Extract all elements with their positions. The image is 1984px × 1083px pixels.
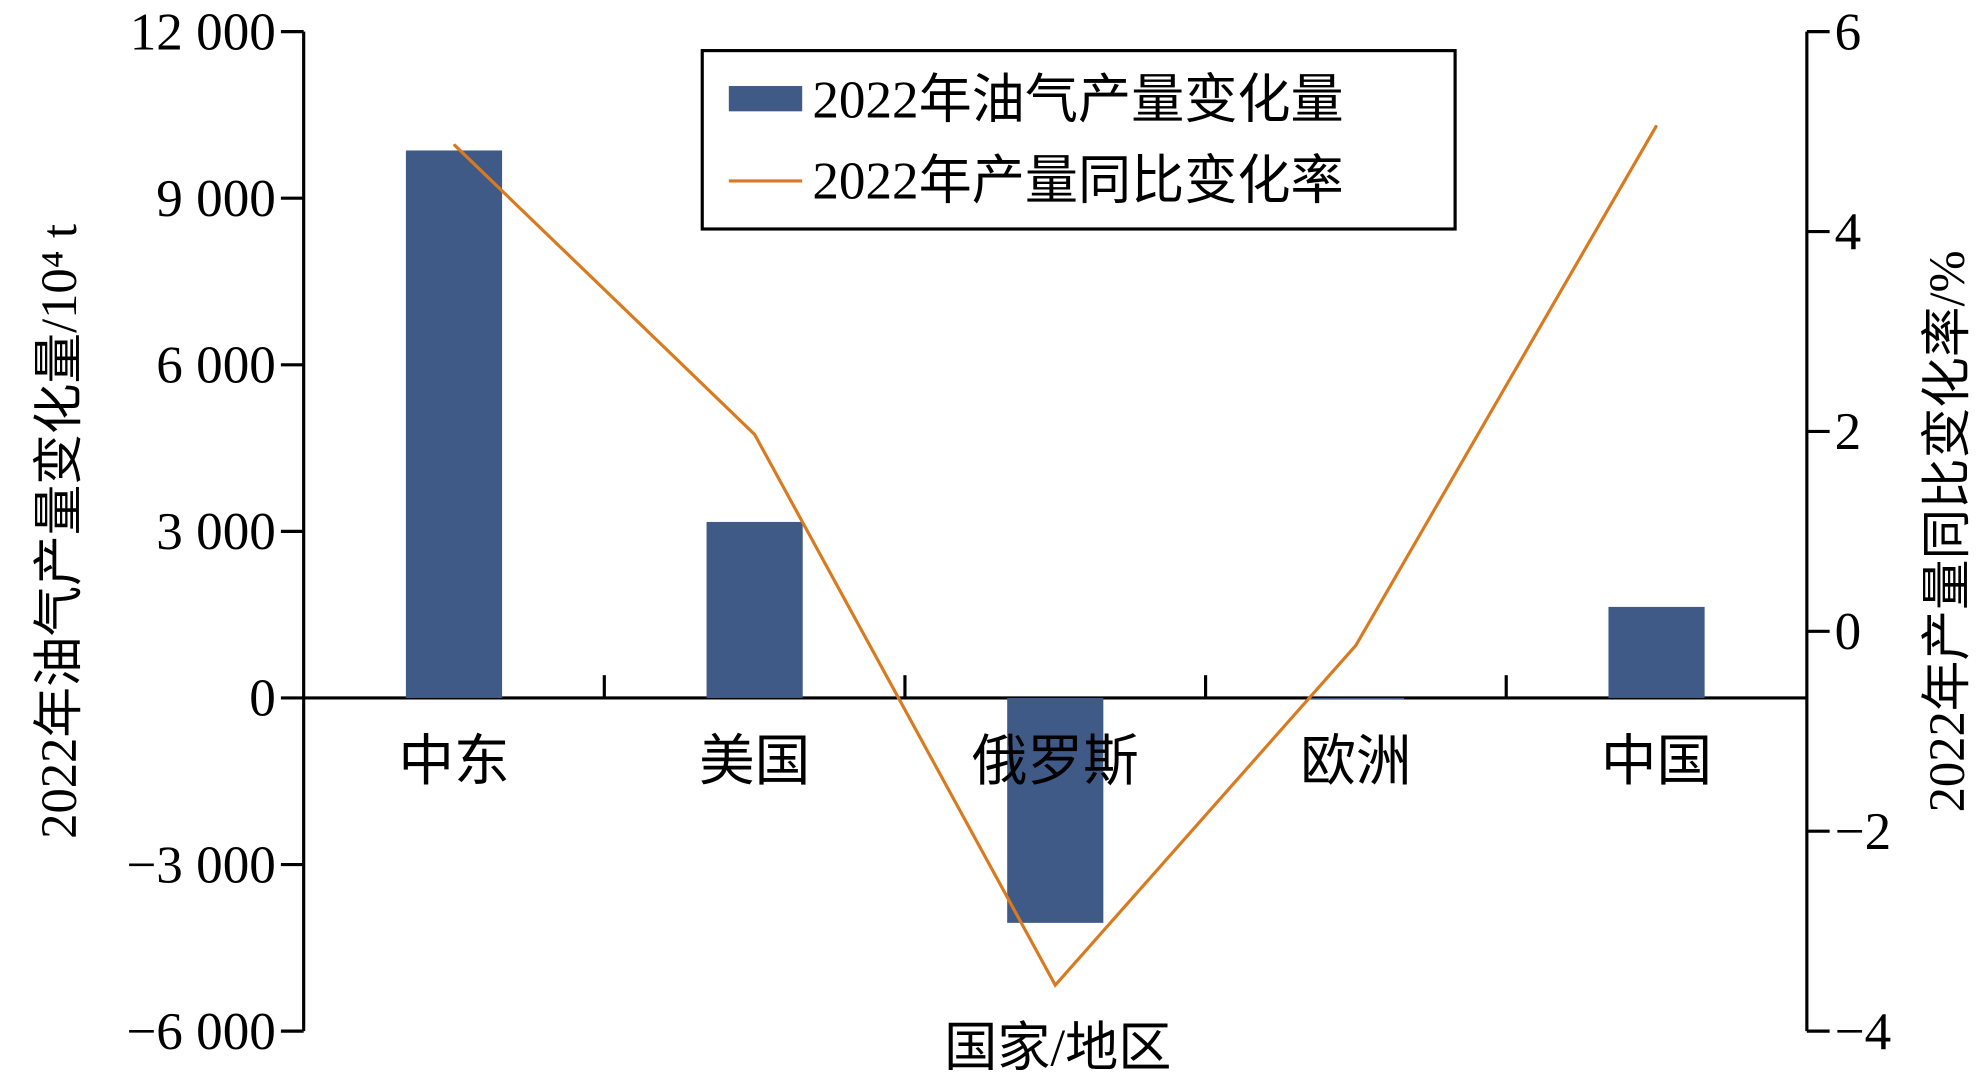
x-axis-label: 国家/地区 xyxy=(944,1019,1171,1077)
bar-俄罗斯 xyxy=(1007,697,1104,923)
x-tick-label: 中国 xyxy=(1601,731,1712,793)
bar-中国 xyxy=(1608,606,1705,698)
legend-swatch-bar xyxy=(728,86,803,112)
y-left-tick-label: 12 000 xyxy=(130,3,276,61)
line-point-中东 xyxy=(453,143,455,146)
y-right-tick-label: 4 xyxy=(1835,203,1862,261)
y-axis-left-label: 2022年油气产量变化量/10⁴ t xyxy=(31,224,87,839)
x-tick-label: 俄罗斯 xyxy=(972,731,1139,793)
x-tick-label: 中东 xyxy=(398,731,509,793)
legend-box xyxy=(700,49,1457,231)
y-left-tick-label: −6 000 xyxy=(126,1003,276,1061)
y-axis-right-label: 2022年产量同比变化率/% xyxy=(1919,250,1975,812)
x-tick-label: 美国 xyxy=(699,731,810,793)
bars xyxy=(405,150,1705,923)
bar-中东 xyxy=(405,150,503,698)
labels: −6 000 −3 000 0 3 000 6 000 9 000 12 000 −4 −2 0 2… xyxy=(126,3,1891,1060)
y-left-tick-label: 6 000 xyxy=(156,337,276,395)
y-right-tick-label: 0 xyxy=(1835,603,1862,661)
line-point-俄罗斯 xyxy=(1054,984,1056,986)
line-point-欧洲 xyxy=(1355,644,1357,646)
legend: 2022年油气产量变化量 2022年产量同比变化率 xyxy=(700,49,1457,231)
x-tick-label: 欧洲 xyxy=(1300,731,1411,793)
y-left-tick-label: 9 000 xyxy=(156,170,276,228)
y-left-tick-label: 3 000 xyxy=(156,503,276,561)
line-point-中国 xyxy=(1655,124,1658,127)
y-left-tick-label: 0 xyxy=(249,670,276,728)
bar-美国 xyxy=(706,521,803,698)
line-series xyxy=(452,124,1658,988)
line-point-美国 xyxy=(753,433,756,436)
bar-欧洲 xyxy=(1307,697,1404,700)
y-left-tick-label: −3 000 xyxy=(126,836,276,894)
y-right-tick-label: −2 xyxy=(1835,803,1892,861)
y-right-tick-label: 6 xyxy=(1835,3,1862,61)
legend-label-line: 2022年产量同比变化率 xyxy=(812,153,1343,211)
legend-label-bar: 2022年油气产量变化量 xyxy=(812,72,1343,130)
y-right-tick-label: 2 xyxy=(1835,403,1862,461)
y-right-tick-label: −4 xyxy=(1835,1003,1892,1061)
